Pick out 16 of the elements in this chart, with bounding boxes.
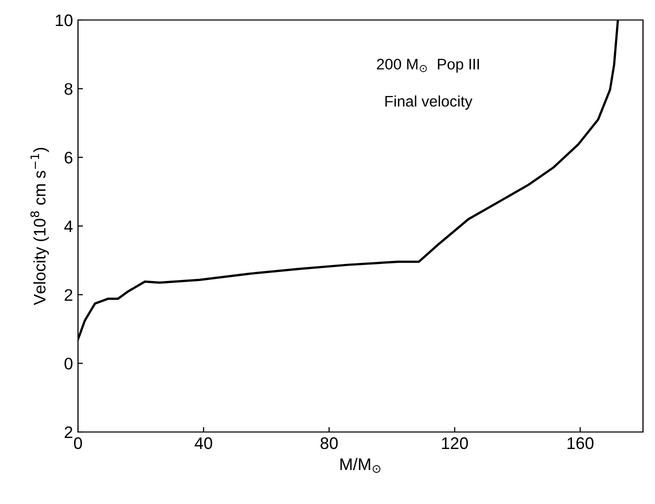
x-tick-label: 160 xyxy=(568,437,594,450)
annotation: 200 M$_{⊙}$ Pop III xyxy=(376,58,479,73)
y-tick-label: 4 xyxy=(64,220,73,232)
x-tick-label: 80 xyxy=(320,437,338,450)
y-tick-label: 2 xyxy=(64,289,72,301)
x-tick-label: 0 xyxy=(74,437,82,450)
y-tick-label: 10 xyxy=(56,14,72,26)
x-tick-label: 40 xyxy=(194,437,212,450)
y-tick-label: 6 xyxy=(64,152,72,164)
x-axis-title: M/M$_{⊙}$ xyxy=(340,458,380,473)
y-tick-label: 0 xyxy=(64,358,72,370)
annotation: Final velocity xyxy=(385,95,472,110)
y-axis-title: Velocity (10$^{8}$ cm s$^{−1}$) xyxy=(30,148,49,306)
y-tick-label: 8 xyxy=(64,83,72,95)
y-tick-label: 2 xyxy=(64,426,72,438)
x-tick-label: 120 xyxy=(442,437,468,450)
